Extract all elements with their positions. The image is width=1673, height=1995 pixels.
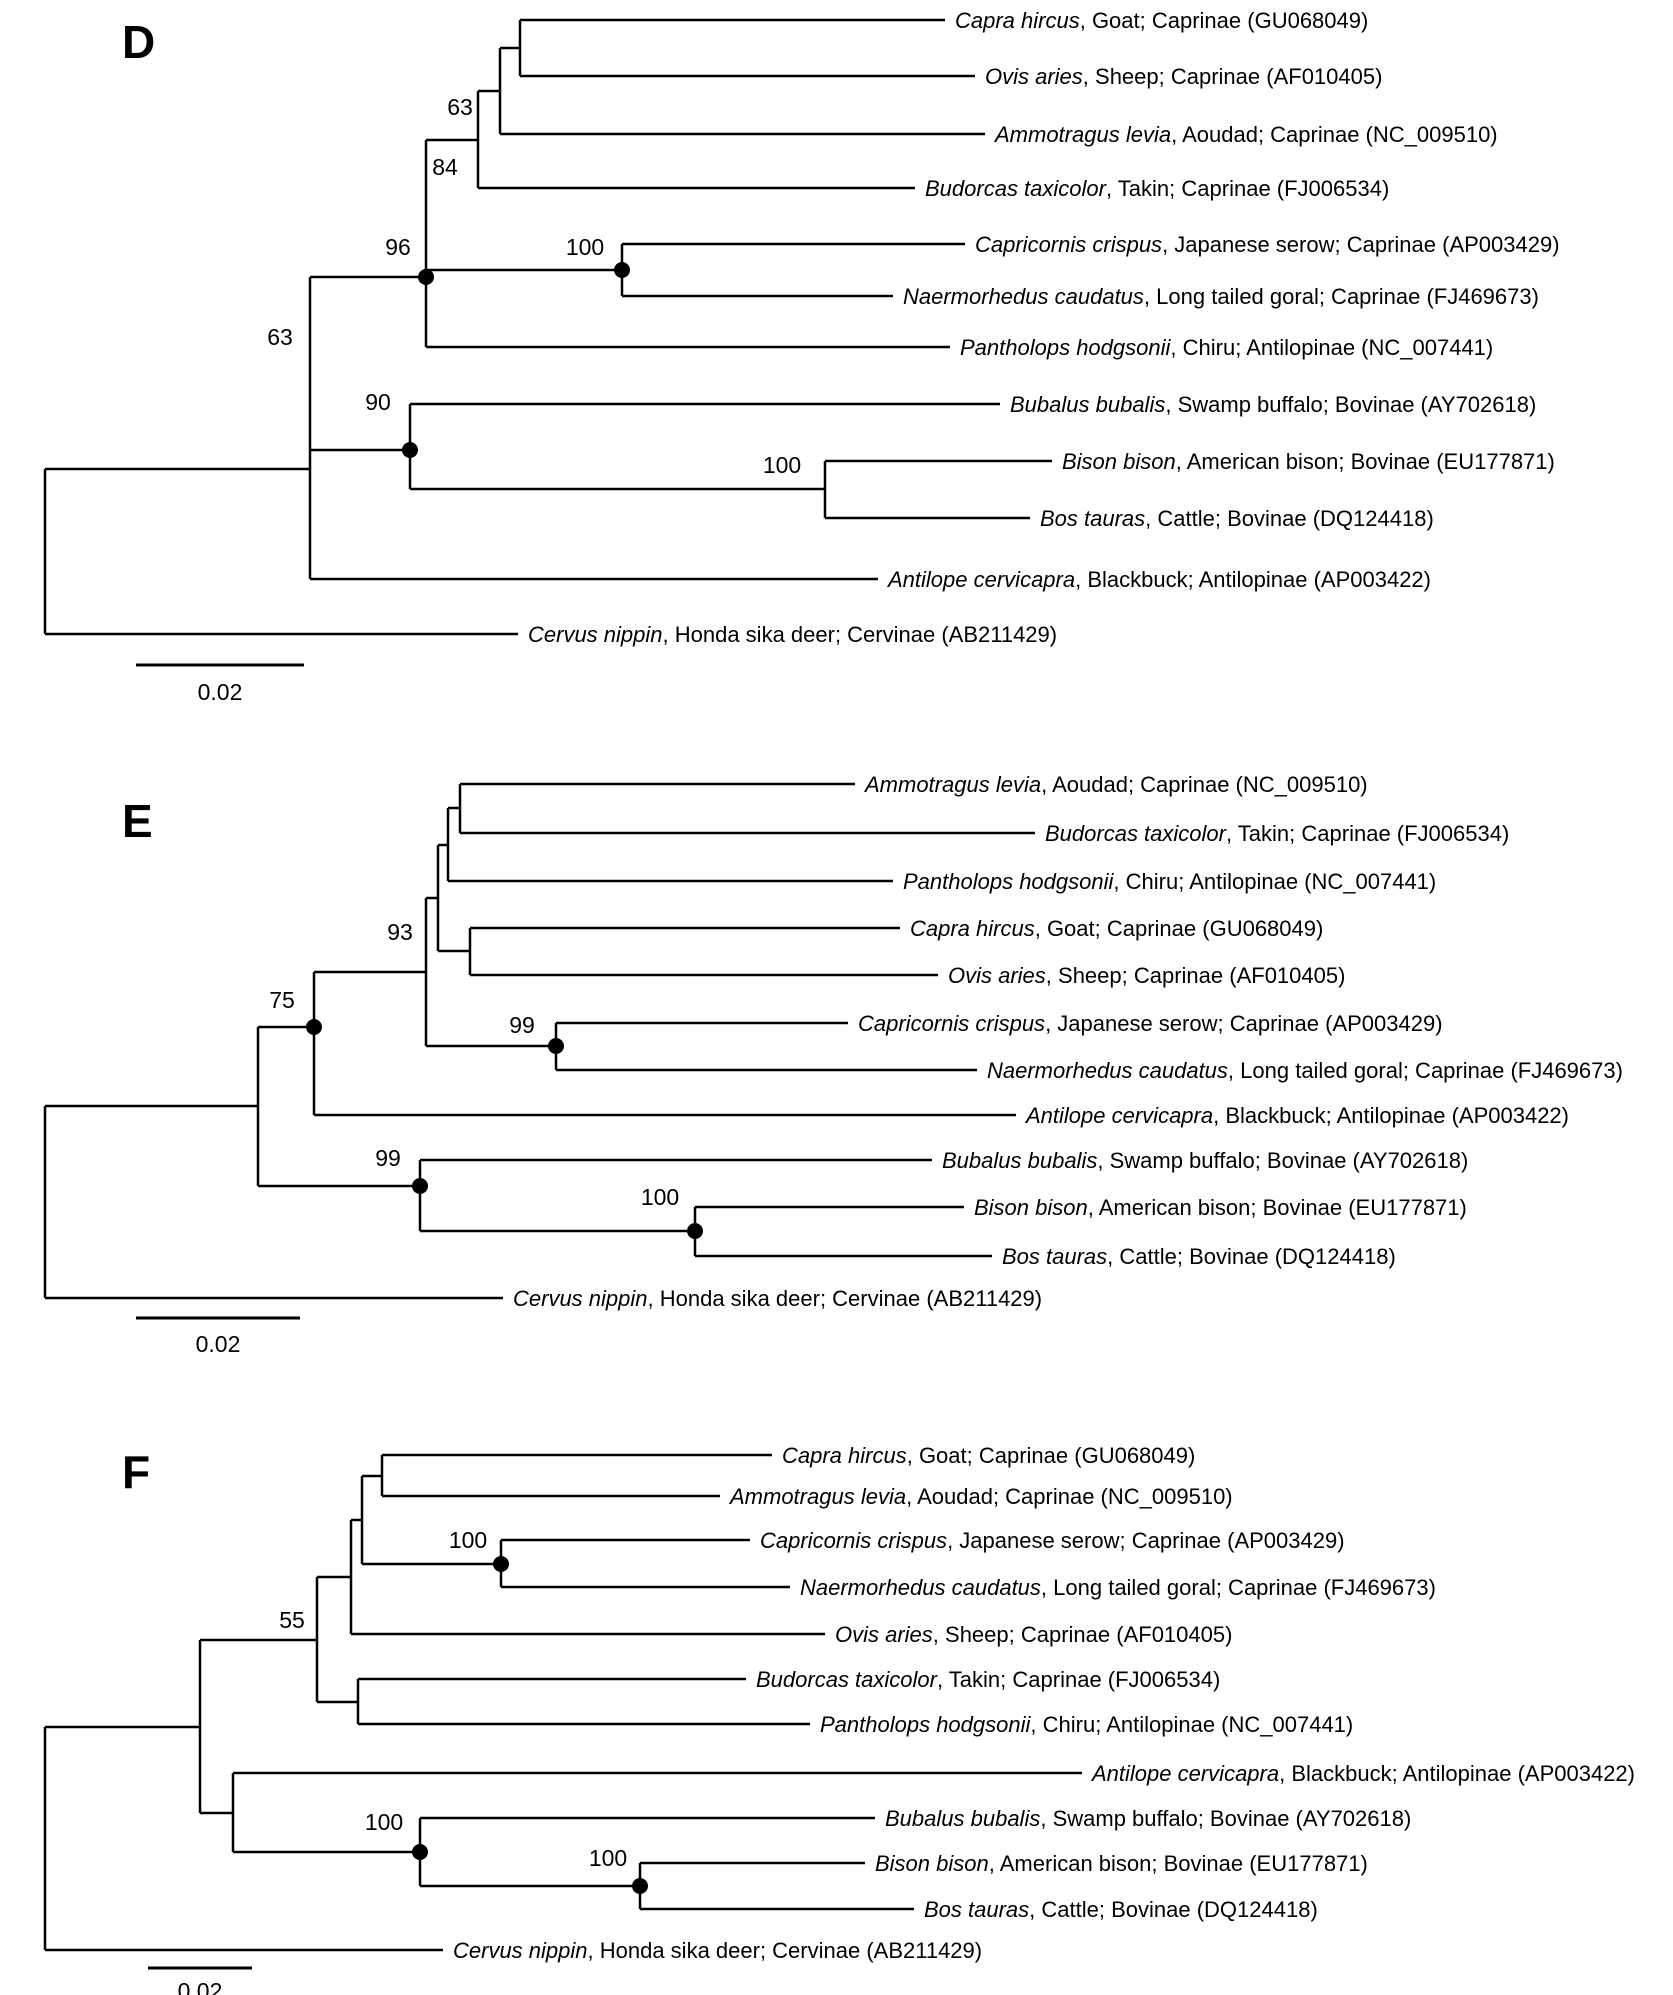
node-circle	[548, 1038, 564, 1054]
taxon-naermorhedus-caudatus: Naermorhedus caudatus, Long tailed goral…	[903, 284, 1539, 309]
taxon-bos-tauras: Bos tauras, Cattle; Bovinae (DQ124418)	[1040, 506, 1434, 531]
panel-F: F 100 55 100 100 Capra hircus, Goat; Cap…	[43, 1443, 1635, 1995]
support-value: 100	[365, 1809, 403, 1835]
support-value: 63	[267, 324, 293, 350]
scale-bar-label: 0.02	[178, 1978, 223, 1995]
panel-label: F	[122, 1446, 150, 1498]
taxon-budorcas-taxicolor: Budorcas taxicolor, Takin; Caprinae (FJ0…	[756, 1667, 1220, 1692]
taxon-ovis-aries: Ovis aries, Sheep; Caprinae (AF010405)	[985, 64, 1382, 89]
taxon-ammotragus-levia: Ammotragus levia, Aoudad; Caprinae (NC_0…	[863, 772, 1368, 797]
support-value: 100	[566, 234, 604, 260]
node-circle	[493, 1556, 509, 1572]
taxon-bos-tauras: Bos tauras, Cattle; Bovinae (DQ124418)	[1002, 1244, 1396, 1269]
taxon-antilope-cervicapra: Antilope cervicapra, Blackbuck; Antilopi…	[1024, 1103, 1569, 1128]
support-value: 100	[449, 1527, 487, 1553]
taxon-capricornis-crispus: Capricornis crispus, Japanese serow; Cap…	[858, 1011, 1443, 1036]
taxon-cervus-nippin: Cervus nippin, Honda sika deer; Cervinae…	[453, 1938, 982, 1963]
support-value: 63	[447, 94, 473, 120]
node-circle	[418, 269, 434, 285]
taxon-cervus-nippin: Cervus nippin, Honda sika deer; Cervinae…	[513, 1286, 1042, 1311]
support-value: 100	[589, 1845, 627, 1871]
taxon-naermorhedus-caudatus: Naermorhedus caudatus, Long tailed goral…	[800, 1575, 1436, 1600]
taxon-ammotragus-levia: Ammotragus levia, Aoudad; Caprinae (NC_0…	[993, 122, 1498, 147]
panel-D: D 63 84 96 100 63 90 100 Capra hircus, G…	[43, 8, 1560, 705]
taxon-cervus-nippin: Cervus nippin, Honda sika deer; Cervinae…	[528, 622, 1057, 647]
support-value: 84	[432, 154, 458, 180]
panel-label: D	[122, 16, 155, 68]
support-value: 99	[375, 1145, 401, 1171]
node-circle	[632, 1878, 648, 1894]
taxon-bison-bison: Bison bison, American bison; Bovinae (EU…	[1062, 449, 1555, 474]
taxon-antilope-cervicapra: Antilope cervicapra, Blackbuck; Antilopi…	[1090, 1761, 1635, 1786]
panel-label: E	[122, 795, 153, 847]
taxon-budorcas-taxicolor: Budorcas taxicolor, Takin; Caprinae (FJ0…	[1045, 821, 1509, 846]
taxon-pantholops-hodgsonii: Pantholops hodgsonii, Chiru; Antilopinae…	[960, 335, 1493, 360]
node-circle	[306, 1019, 322, 1035]
taxon-capra-hircus: Capra hircus, Goat; Caprinae (GU068049)	[955, 8, 1368, 33]
support-value: 99	[509, 1012, 535, 1038]
scale-bar-label: 0.02	[196, 1331, 241, 1357]
taxon-bubalus-bubalis: Bubalus bubalis, Swamp buffalo; Bovinae …	[1010, 392, 1536, 417]
support-value: 93	[387, 919, 413, 945]
support-value: 100	[641, 1184, 679, 1210]
taxon-pantholops-hodgsonii: Pantholops hodgsonii, Chiru; Antilopinae…	[903, 869, 1436, 894]
taxon-bison-bison: Bison bison, American bison; Bovinae (EU…	[875, 1851, 1368, 1876]
support-value: 55	[279, 1607, 305, 1633]
taxon-capra-hircus: Capra hircus, Goat; Caprinae (GU068049)	[910, 916, 1323, 941]
taxon-bubalus-bubalis: Bubalus bubalis, Swamp buffalo; Bovinae …	[942, 1148, 1468, 1173]
scale-bar-label: 0.02	[198, 679, 243, 705]
taxon-antilope-cervicapra: Antilope cervicapra, Blackbuck; Antilopi…	[886, 567, 1431, 592]
support-value: 90	[365, 389, 391, 415]
support-value: 96	[385, 234, 411, 260]
taxon-capricornis-crispus: Capricornis crispus, Japanese serow; Cap…	[760, 1528, 1345, 1553]
taxon-naermorhedus-caudatus: Naermorhedus caudatus, Long tailed goral…	[987, 1058, 1623, 1083]
support-value: 100	[763, 452, 801, 478]
taxon-capricornis-crispus: Capricornis crispus, Japanese serow; Cap…	[975, 232, 1560, 257]
taxon-bos-tauras: Bos tauras, Cattle; Bovinae (DQ124418)	[924, 1897, 1318, 1922]
taxon-bison-bison: Bison bison, American bison; Bovinae (EU…	[974, 1195, 1467, 1220]
taxon-pantholops-hodgsonii: Pantholops hodgsonii, Chiru; Antilopinae…	[820, 1712, 1353, 1737]
taxon-bubalus-bubalis: Bubalus bubalis, Swamp buffalo; Bovinae …	[885, 1806, 1411, 1831]
taxon-budorcas-taxicolor: Budorcas taxicolor, Takin; Caprinae (FJ0…	[925, 176, 1389, 201]
branch-lines	[43, 782, 1035, 1300]
taxon-ovis-aries: Ovis aries, Sheep; Caprinae (AF010405)	[835, 1622, 1232, 1647]
node-circle	[412, 1844, 428, 1860]
taxon-capra-hircus: Capra hircus, Goat; Caprinae (GU068049)	[782, 1443, 1195, 1468]
node-circle	[412, 1178, 428, 1194]
panel-E: E 93 75 99 99 100 Ammotragus levia, Aoud…	[43, 772, 1623, 1357]
branch-lines	[43, 18, 1052, 636]
support-value: 75	[269, 987, 295, 1013]
node-circle	[687, 1223, 703, 1239]
node-circle	[402, 442, 418, 458]
taxon-ovis-aries: Ovis aries, Sheep; Caprinae (AF010405)	[948, 963, 1345, 988]
node-circle	[614, 262, 630, 278]
taxon-ammotragus-levia: Ammotragus levia, Aoudad; Caprinae (NC_0…	[728, 1484, 1233, 1509]
